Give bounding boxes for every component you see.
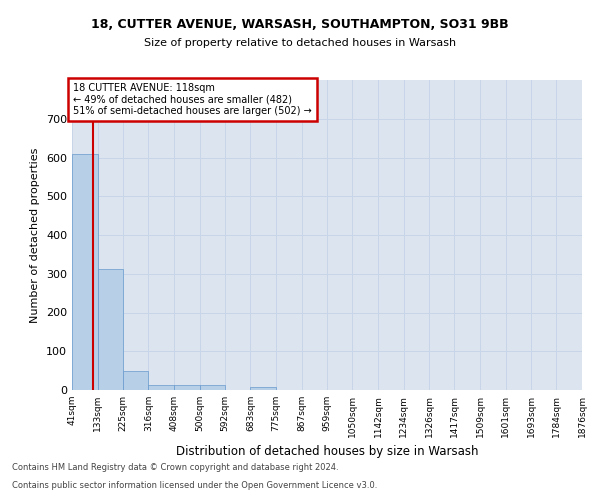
Bar: [123, 370, 148, 390]
Bar: [72, 154, 98, 390]
Text: Contains public sector information licensed under the Open Government Licence v3: Contains public sector information licen…: [12, 481, 377, 490]
Text: 18 CUTTER AVENUE: 118sqm
← 49% of detached houses are smaller (482)
51% of semi-: 18 CUTTER AVENUE: 118sqm ← 49% of detach…: [73, 83, 312, 116]
Bar: [250, 387, 276, 390]
Bar: [174, 385, 200, 390]
Bar: [148, 386, 174, 390]
Y-axis label: Number of detached properties: Number of detached properties: [31, 148, 40, 322]
Text: Contains HM Land Registry data © Crown copyright and database right 2024.: Contains HM Land Registry data © Crown c…: [12, 464, 338, 472]
X-axis label: Distribution of detached houses by size in Warsash: Distribution of detached houses by size …: [176, 446, 478, 458]
Bar: [98, 269, 123, 390]
Text: Size of property relative to detached houses in Warsash: Size of property relative to detached ho…: [144, 38, 456, 48]
Text: 18, CUTTER AVENUE, WARSASH, SOUTHAMPTON, SO31 9BB: 18, CUTTER AVENUE, WARSASH, SOUTHAMPTON,…: [91, 18, 509, 30]
Bar: [200, 385, 225, 390]
